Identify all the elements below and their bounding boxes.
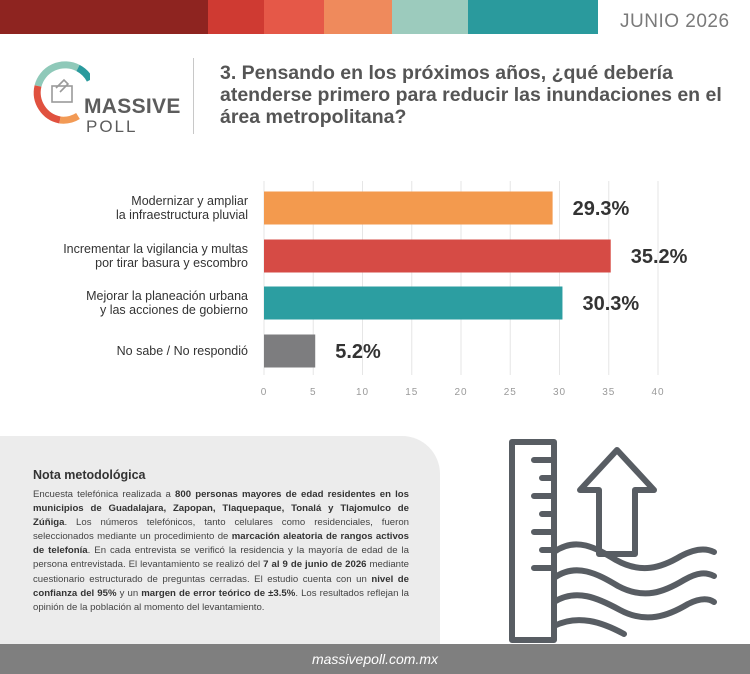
flood-water-level-icon xyxy=(509,439,717,643)
x-tick-label: 35 xyxy=(602,387,615,398)
note-emphasis: nivel de confianza del 95% xyxy=(33,573,409,599)
header-color-strip xyxy=(0,0,598,34)
question-title: 3. Pensando en los próximos años, ¿qué d… xyxy=(220,62,722,128)
strip-segment xyxy=(468,0,598,34)
bar xyxy=(264,286,563,320)
category-label-line: No sabe / No respondió xyxy=(116,344,248,358)
methodology-panel xyxy=(0,436,440,644)
category-label: No sabe / No respondió xyxy=(3,344,248,358)
note-emphasis: 800 personas mayores de edad residentes … xyxy=(33,489,409,529)
x-tick-label: 5 xyxy=(310,387,317,398)
note-emphasis: 7 al 9 de junio de 2026 xyxy=(263,559,367,571)
note-text: Encuesta telefónica realizada a xyxy=(33,489,176,500)
logo-line-1: MASSIVE xyxy=(84,95,181,118)
category-label: Incrementar la vigilancia y multas por ti… xyxy=(3,242,248,270)
methodology-title: Nota metodológica xyxy=(33,468,146,482)
category-label-line: Incrementar la vigilancia y multas xyxy=(63,242,248,256)
footer-url-link[interactable]: massivepoll.com.mx xyxy=(311,651,439,667)
methodology-text: Encuesta telefónica realizada a 800 pers… xyxy=(33,488,409,615)
category-label: Modernizar y ampliar la infraestructura p… xyxy=(3,194,248,222)
strip-segment xyxy=(392,0,468,34)
bar xyxy=(264,334,316,368)
note-emphasis: marcación aleatoria de rangos activos de… xyxy=(33,531,409,557)
strip-segment xyxy=(208,0,264,34)
footer-bar: massivepoll.com.mx xyxy=(0,644,750,674)
category-label-line: y las acciones de gobierno xyxy=(99,303,248,317)
category-label-line: la infraestructura pluvial xyxy=(115,208,248,222)
x-tick-label: 25 xyxy=(504,387,517,398)
logo-line-2: POLL xyxy=(86,117,138,136)
note-text: . Los resultados reflejan la opinión de … xyxy=(33,587,410,613)
strip-segment xyxy=(0,0,208,34)
x-tick-label: 0 xyxy=(261,387,268,398)
category-label-line: Modernizar y ampliar xyxy=(131,194,248,208)
logo: MASSIVE POLL xyxy=(30,60,180,140)
bar xyxy=(264,191,553,225)
category-label-line: por tirar basura y escombro xyxy=(95,256,248,270)
header-divider xyxy=(193,58,194,134)
massive-poll-logo-icon xyxy=(33,61,90,124)
note-emphasis: margen de error teórico de ±3.5% xyxy=(141,587,296,599)
bar-value-label: 35.2% xyxy=(631,246,688,268)
bar-value-label: 29.3% xyxy=(573,198,630,220)
bar-chart: 0 5 10 15 20 25 30 35 40 29.3% 35.2% 30.3% 5.2% Mode… xyxy=(0,175,750,405)
x-tick-label: 10 xyxy=(356,387,369,398)
x-tick-label: 15 xyxy=(405,387,418,398)
category-label-line: Mejorar la planeación urbana xyxy=(86,289,248,303)
note-text: . En cada entrevista se verificó la resi… xyxy=(33,545,410,571)
note-text: . Los números telefónicos, tanto celular… xyxy=(33,517,409,543)
bar-value-label: 30.3% xyxy=(582,293,639,315)
bar xyxy=(264,239,611,273)
strip-segment xyxy=(324,0,392,34)
x-tick-label: 30 xyxy=(553,387,566,398)
x-tick-label: 20 xyxy=(454,387,467,398)
bar-chart-svg: 0 5 10 15 20 25 30 35 40 29.3% 35.2% 30.3% 5.2% xyxy=(261,181,688,398)
bar-value-label: 5.2% xyxy=(335,341,381,363)
x-tick-label: 40 xyxy=(651,387,664,398)
category-label: Mejorar la planeación urbana y las accion… xyxy=(3,289,248,317)
note-text: mediante cuestionario estructurado de pr… xyxy=(33,559,410,585)
header-date: JUNIO 2026 xyxy=(620,11,730,32)
strip-segment xyxy=(264,0,324,34)
note-text: y un xyxy=(116,587,142,599)
